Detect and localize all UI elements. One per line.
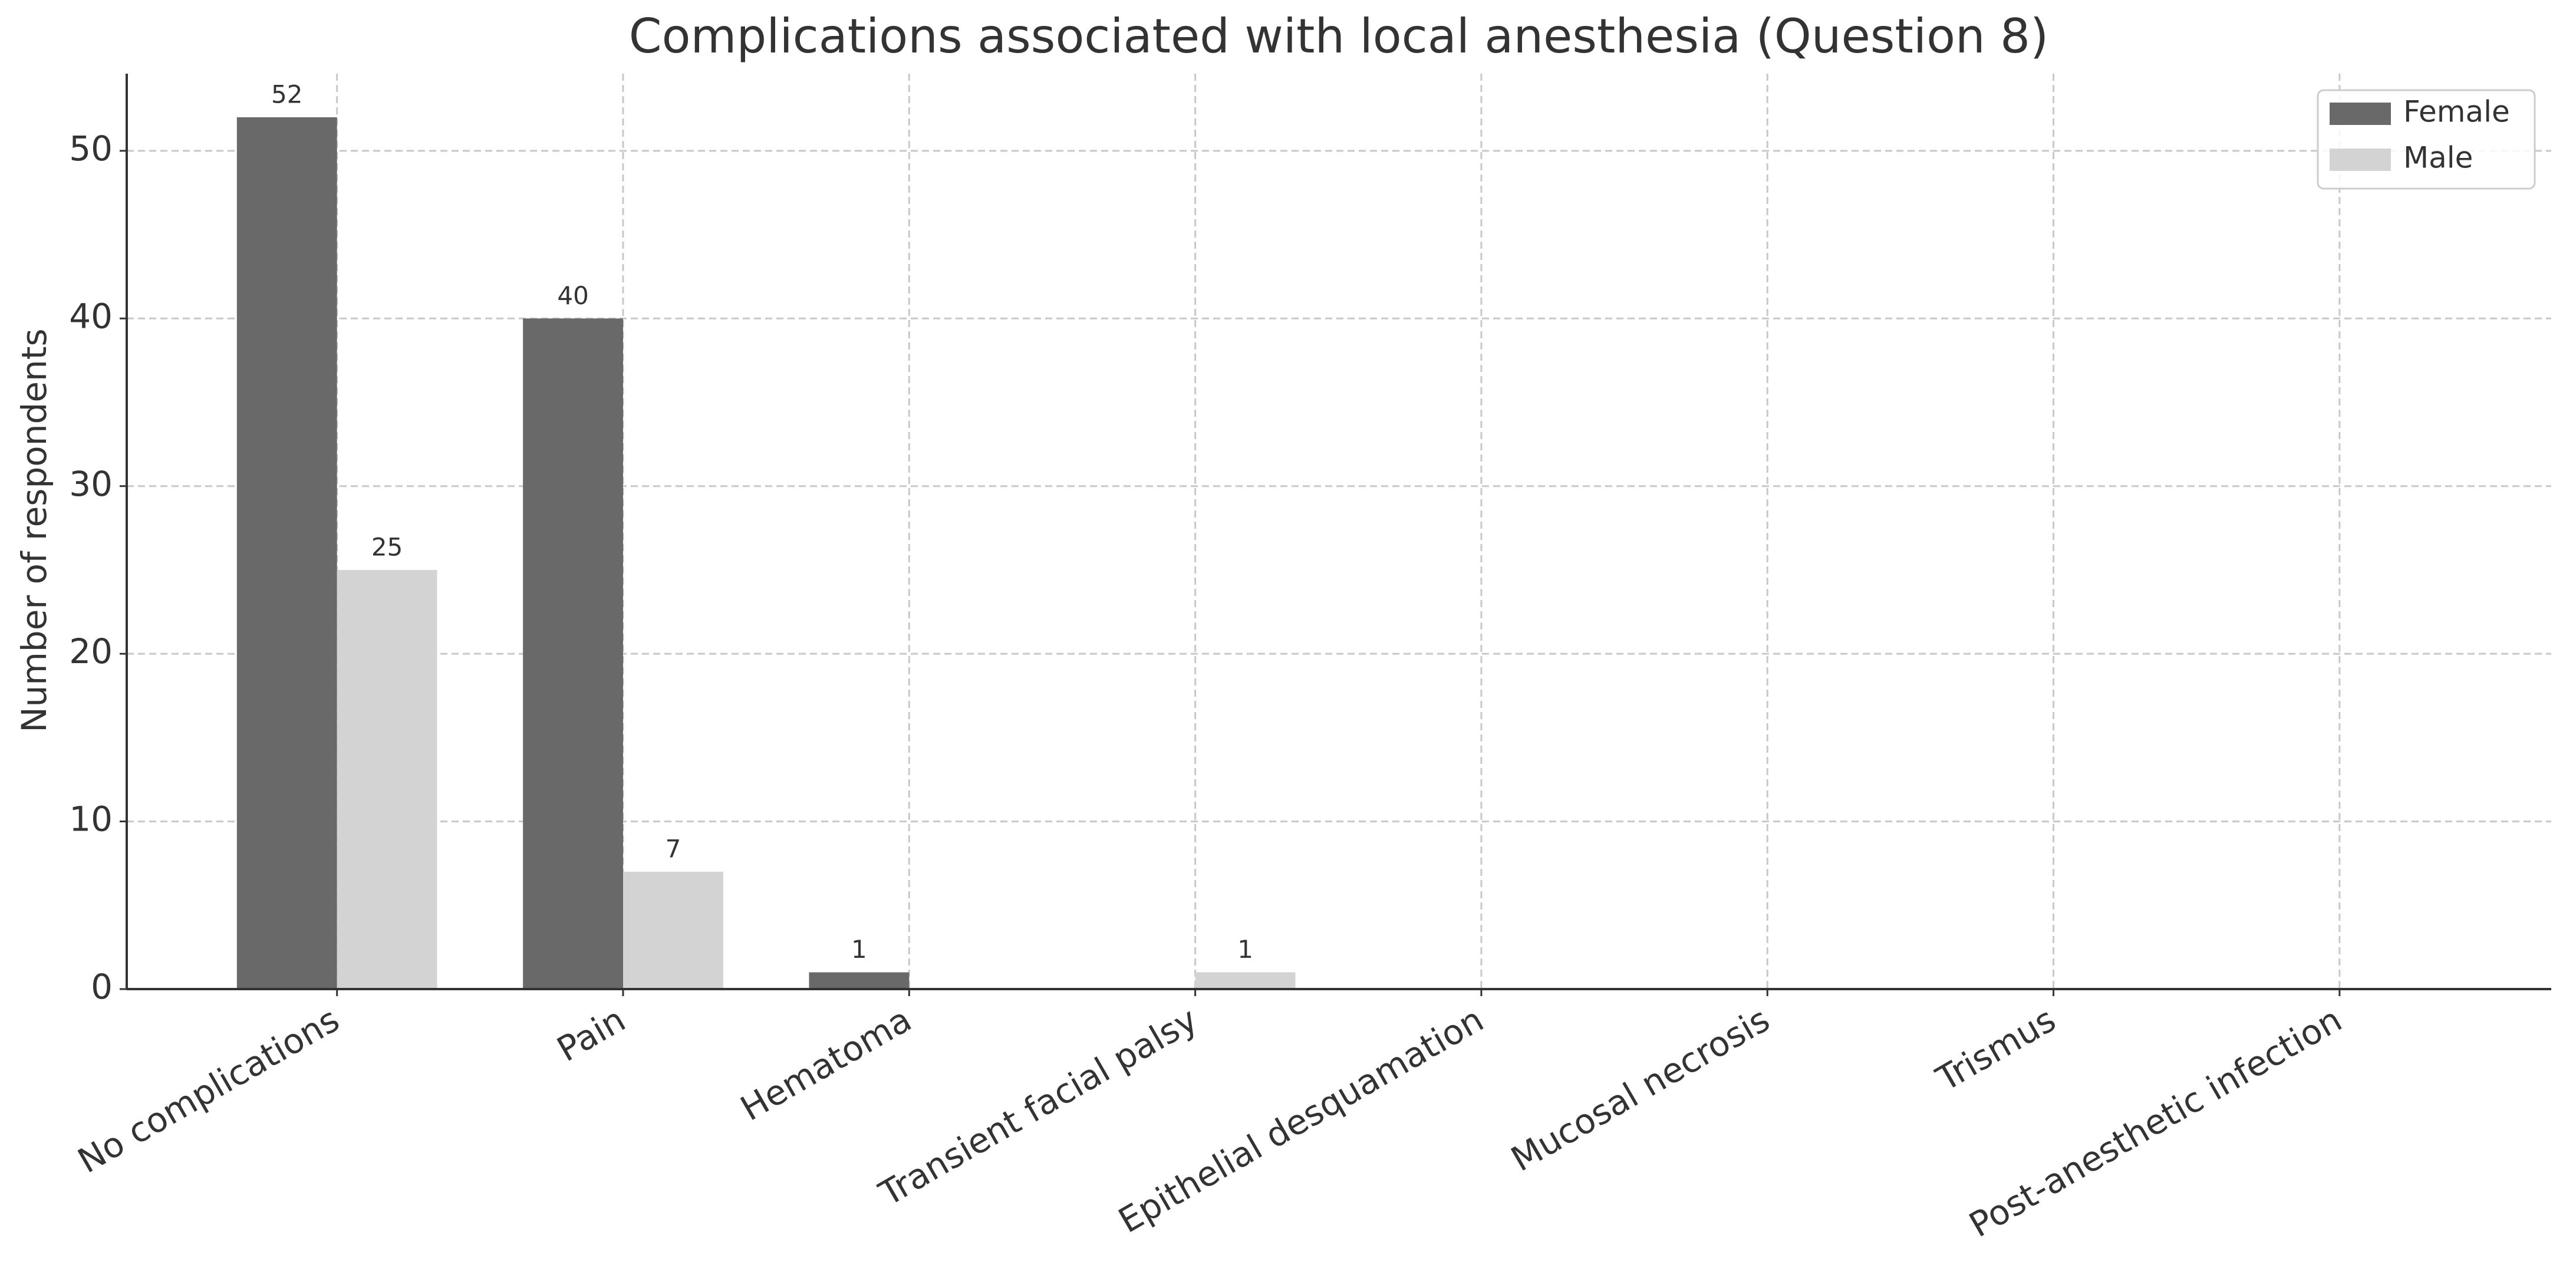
- legend-label: Male: [2403, 141, 2473, 175]
- data-label: 25: [371, 532, 403, 561]
- y-axis-label: Number of respondents: [14, 328, 54, 733]
- data-label: 40: [557, 281, 588, 310]
- y-tick-label: 20: [69, 631, 113, 671]
- bar: [523, 318, 624, 990]
- y-tick-label: 40: [69, 296, 113, 336]
- legend-swatch: [2330, 103, 2391, 125]
- y-tick-label: 30: [69, 464, 113, 504]
- bar: [337, 569, 437, 989]
- legend-label: Female: [2403, 95, 2510, 129]
- bar: [623, 871, 723, 989]
- legend-swatch: [2330, 149, 2391, 171]
- bars: [236, 117, 1296, 990]
- y-tick-label: 0: [91, 967, 113, 1007]
- chart-title: Complications associated with local anes…: [629, 9, 2049, 64]
- x-tick-label: No complications: [71, 999, 346, 1181]
- x-tick-label: Mucosal necrosis: [1504, 999, 1776, 1179]
- bar: [1195, 972, 1296, 989]
- data-label: 1: [1237, 935, 1253, 964]
- x-tick-label: Pain: [550, 999, 632, 1069]
- data-label: 7: [666, 834, 681, 863]
- bar: [809, 972, 910, 989]
- x-tick-label: Trismus: [1929, 999, 2063, 1099]
- data-label: 1: [851, 935, 867, 964]
- y-tick-label: 50: [69, 128, 113, 169]
- grid: [127, 74, 2551, 990]
- y-tick-label: 10: [69, 799, 113, 839]
- x-tick-label: Hematoma: [734, 999, 918, 1129]
- bar: [236, 117, 337, 989]
- data-label: 52: [271, 80, 302, 108]
